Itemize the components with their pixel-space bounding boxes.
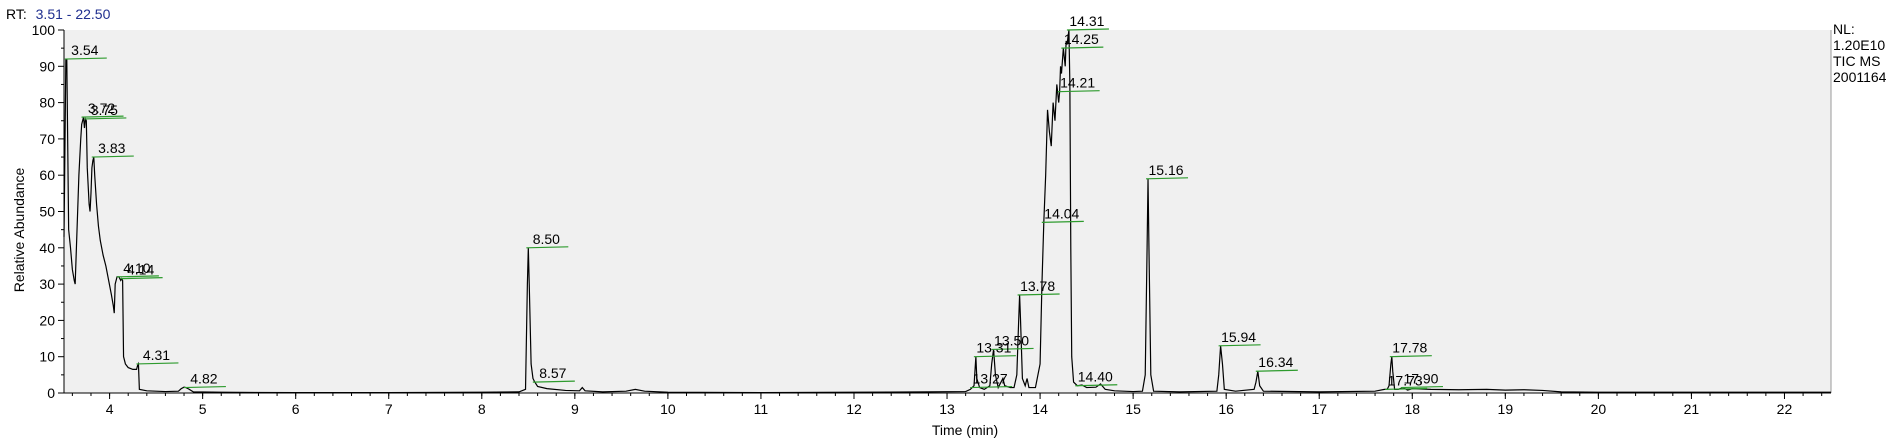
x-tick-label: 16: [1218, 401, 1234, 417]
peak-label: 3.54: [71, 42, 98, 58]
rt-range: RT: 3.51 - 22.50: [6, 6, 111, 22]
info-line-detector: TIC MS: [1833, 53, 1880, 69]
peak-marker: [1061, 46, 1104, 49]
y-tick-label: 80: [39, 95, 55, 111]
peak-label: 4.10: [123, 260, 150, 276]
x-tick-label: 7: [385, 401, 393, 417]
x-tick-label: 6: [292, 401, 300, 417]
peak-marker: [1255, 369, 1298, 372]
peak-label: 15.94: [1221, 329, 1256, 345]
info-line-file: 2001164: [1833, 69, 1887, 85]
peak-label: 3.83: [98, 140, 125, 156]
peak-marker: [1146, 177, 1189, 180]
info-line-scale: 1.20E10: [1833, 37, 1885, 53]
peak-marker: [1041, 220, 1084, 223]
peak-marker: [1385, 387, 1428, 390]
peak-marker: [526, 246, 569, 249]
x-axis-title: Time (min): [932, 422, 998, 438]
x-tick-label: 21: [1684, 401, 1700, 417]
peak-label: 15.16: [1148, 162, 1183, 178]
y-tick-label: 20: [39, 312, 55, 328]
y-tick-label: 10: [39, 349, 55, 365]
peak-label: 14.04: [1044, 205, 1079, 221]
y-axis-title: Relative Abundance: [11, 168, 27, 293]
peak-label: 4.82: [190, 371, 217, 387]
peak-marker: [1075, 384, 1118, 387]
peak-label: 16.34: [1258, 354, 1293, 370]
peak-label: 8.57: [539, 365, 566, 381]
peak-marker: [64, 57, 107, 60]
peak-label: 14.25: [1064, 31, 1099, 47]
peak-label: 17.73: [1388, 372, 1423, 388]
peak-label: 14.31: [1069, 13, 1104, 29]
peak-marker: [84, 117, 127, 120]
peak-label: 4.14: [127, 262, 154, 278]
x-tick-label: 8: [478, 401, 486, 417]
x-tick-label: 19: [1498, 401, 1514, 417]
x-tick-label: 12: [846, 401, 862, 417]
peak-marker: [973, 355, 1016, 358]
peak-label: 14.40: [1078, 369, 1113, 385]
plot-area: [64, 30, 1831, 393]
peak-label: 13.78: [1020, 278, 1055, 294]
peak-label: 3.75: [91, 102, 118, 118]
y-tick-label: 90: [39, 58, 55, 74]
x-tick-label: 5: [199, 401, 207, 417]
peak-label: 13.31: [976, 340, 1011, 356]
y-axis-ticks: 0 10 20 30 40 50 60 70 80 90 100: [32, 22, 64, 401]
peak-marker: [1057, 90, 1100, 93]
y-tick-label: 30: [39, 276, 55, 292]
x-tick-label: 10: [660, 401, 676, 417]
peak-label: 3.72: [88, 100, 115, 116]
peak-label: 4.31: [143, 347, 170, 363]
y-tick-label: 50: [39, 204, 55, 220]
peak-labels: 3.54 3.723.75 3.83 4.104.14 4.31 4.82 8.50 8.57…: [71, 13, 1439, 388]
peak-label: 17.90: [1403, 371, 1438, 387]
x-tick-label: 17: [1311, 401, 1327, 417]
rt-range-label: RT:: [6, 6, 27, 22]
x-tick-label: 14: [1032, 401, 1048, 417]
peak-marker: [91, 155, 134, 158]
x-tick-label: 15: [1125, 401, 1141, 417]
peak-label: 13.27: [973, 371, 1008, 387]
y-tick-label: 100: [32, 22, 56, 38]
y-tick-label: 70: [39, 131, 55, 147]
rt-range-value: 3.51 - 22.50: [36, 6, 111, 22]
peak-label: 13.50: [994, 332, 1029, 348]
peak-marker: [1400, 385, 1443, 389]
peak-marker: [1389, 355, 1432, 358]
tic-trace: [63, 29, 1831, 394]
peak-marker: [183, 385, 226, 389]
x-tick-label: 11: [754, 401, 769, 417]
x-tick-label: 9: [571, 401, 579, 417]
peak-marker: [116, 275, 159, 278]
peak-marker: [991, 347, 1034, 351]
peak-marker: [1017, 293, 1060, 296]
peak-label: 14.21: [1060, 75, 1095, 91]
info-block: NL: 1.20E10 TIC MS 2001164: [1833, 21, 1887, 85]
y-tick-label: 0: [47, 385, 55, 401]
info-line-nl: NL:: [1833, 21, 1855, 37]
peak-marker: [136, 362, 179, 365]
y-tick-label: 60: [39, 167, 55, 183]
x-tick-label: 4: [106, 401, 114, 417]
peak-marker: [81, 115, 124, 118]
x-tick-label: 18: [1404, 401, 1420, 417]
peak-marker: [970, 385, 1013, 389]
peak-marker: [532, 380, 575, 383]
peak-label: 17.78: [1392, 340, 1427, 356]
peak-marker: [120, 277, 163, 280]
peak-label: 8.50: [533, 231, 560, 247]
peak-marker: [1218, 344, 1261, 347]
peak-marker: [1066, 28, 1109, 31]
x-tick-label: 13: [939, 401, 955, 417]
peak-markers: [64, 28, 1443, 390]
x-tick-label: 20: [1591, 401, 1607, 417]
x-tick-label: 22: [1777, 401, 1793, 417]
y-tick-label: 40: [39, 240, 55, 256]
x-axis-ticks: 4 5 6 7 8 9 10 11 12 13 14 15 16 17 18 19 20 21 22: [106, 393, 1793, 417]
